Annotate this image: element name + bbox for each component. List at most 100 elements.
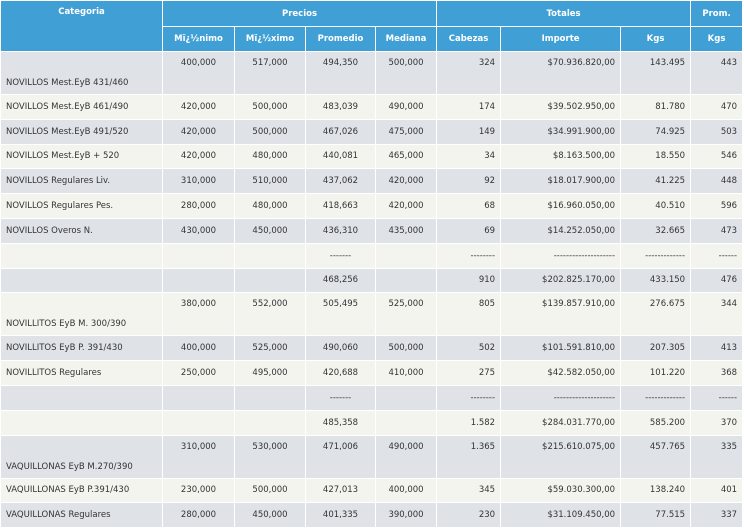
table-cell: 502 [436, 335, 502, 362]
table-cell: 467,026 [305, 118, 376, 145]
table-cell [374, 409, 438, 436]
table-cell: $202.825.170,00 [500, 267, 622, 294]
table-cell: 401,335 [305, 502, 376, 528]
table-cell [0, 384, 163, 411]
table-cell: 149 [436, 118, 502, 145]
table-cell: 465,000 [374, 143, 438, 170]
table-cell: 143.495 [620, 51, 692, 95]
table-cell: $8.163.500,00 [500, 143, 622, 170]
table-row: NOVILLOS Mest.EyB 461/490 420,000 500,000 4… [0, 94, 744, 120]
table-cell [234, 409, 306, 436]
table-cell: 450,000 [234, 502, 306, 528]
table-cell: ------- [305, 384, 376, 411]
table-cell: 310,000 [162, 434, 235, 479]
table-cell: NOVILLOS Regulares Liv. [0, 168, 163, 195]
table-cell [162, 267, 235, 294]
table-cell: 1.582 [436, 409, 502, 436]
table-cell: 420,000 [162, 94, 235, 120]
table-cell: 335 [690, 434, 744, 479]
table-cell: 448 [690, 168, 744, 195]
table-cell: 503 [690, 118, 744, 145]
table-row: ------- -------- -------------------- -----… [0, 242, 744, 269]
table-row: NOVILLOS Overos N. 430,000 450,000 436,310 4… [0, 217, 744, 244]
table-cell: 207.305 [620, 335, 692, 362]
table-row: NOVILLITOS EyB M. 300/390 380,000 552,000 5… [0, 292, 744, 337]
table-cell: 69 [436, 217, 502, 244]
table-cell: 436,310 [305, 217, 376, 244]
table-cell: 413 [690, 335, 744, 362]
table-cell: ------ [690, 242, 744, 269]
table-cell: 68 [436, 193, 502, 219]
table-cell: ------ [690, 384, 744, 411]
table-cell: 500,000 [234, 118, 306, 145]
table-cell: 443 [690, 51, 744, 95]
table-cell: 92 [436, 168, 502, 195]
header-cell: Precios [161, 0, 438, 27]
table-cell: 310,000 [162, 168, 235, 195]
table-cell: 34 [436, 143, 502, 170]
table-cell: 77.515 [620, 502, 692, 528]
table-row: NOVILLOS Mest.EyB + 520 420,000 480,000 440… [0, 143, 744, 170]
table-cell: 450,000 [234, 217, 306, 244]
table-cell: 483,039 [305, 94, 376, 120]
table-cell: ------------- [620, 384, 692, 411]
table-cell: -------------------- [500, 242, 622, 269]
table-cell: $42.582.050,00 [500, 360, 622, 386]
header-cell: Prom. [690, 0, 744, 27]
table-cell: 81.780 [620, 94, 692, 120]
table-cell: 505,495 [305, 292, 376, 337]
table-cell: 101.220 [620, 360, 692, 386]
table-cell: 475,000 [374, 118, 438, 145]
table-cell: 470 [690, 94, 744, 120]
table-cell: 500,000 [374, 51, 438, 95]
table-cell: 420,688 [305, 360, 376, 386]
table-cell: 596 [690, 193, 744, 219]
table-cell: 32.665 [620, 217, 692, 244]
header-cell: Totales [436, 0, 692, 27]
table-cell: 400,000 [162, 335, 235, 362]
table-cell: $139.857.910,00 [500, 292, 622, 337]
table-cell: 230,000 [162, 477, 235, 504]
table-cell: 525,000 [234, 335, 306, 362]
table-cell: -------- [436, 242, 502, 269]
table-cell: 500,000 [374, 335, 438, 362]
table-cell: 517,000 [234, 51, 306, 95]
header-row: Mï¿½nimo Mï¿½ximo Promedio Mediana Cabezas Im… [1, 26, 744, 52]
table-cell: 401 [690, 477, 744, 504]
table-cell: 546 [690, 143, 744, 170]
table-cell: NOVILLOS Regulares Pes. [0, 193, 163, 219]
table-cell: 370 [690, 409, 744, 436]
table-cell: -------- [436, 384, 502, 411]
header-cell: Kgs [690, 26, 744, 52]
table-cell [374, 242, 438, 269]
table-cell: $39.502.950,00 [500, 94, 622, 120]
header-cell: Mï¿½ximo [234, 26, 306, 52]
table-cell: ------------- [620, 242, 692, 269]
table-cell: NOVILLOS Mest.EyB 491/520 [0, 118, 163, 145]
table-cell: 324 [436, 51, 502, 95]
table-cell: NOVILLOS Overos N. [0, 217, 163, 244]
table-cell: $59.030.300,00 [500, 477, 622, 504]
table-cell [162, 242, 235, 269]
table-row: VAQUILLONAS EyB M.270/390 310,000 530,000 4… [0, 434, 744, 479]
table-cell: 400,000 [374, 477, 438, 504]
table-cell: 400,000 [162, 51, 235, 95]
table-cell: 418,663 [305, 193, 376, 219]
table-cell: 390,000 [374, 502, 438, 528]
table-cell [0, 409, 163, 436]
table-cell: NOVILLOS Mest.EyB 461/490 [0, 94, 163, 120]
table-cell: 437,062 [305, 168, 376, 195]
table-cell: 530,000 [234, 434, 306, 479]
table-cell: $18.017.900,00 [500, 168, 622, 195]
table-row: NOVILLOS Mest.EyB 431/460 400,000 517,000 4… [0, 51, 744, 95]
table-cell [234, 242, 306, 269]
header-cell: Mediana [374, 26, 438, 52]
table-cell: 420,000 [162, 143, 235, 170]
table-cell: 420,000 [374, 168, 438, 195]
table-cell: 468,256 [305, 267, 376, 294]
table-cell: $70.936.820,00 [500, 51, 622, 95]
table-row: NOVILLITOS Regulares 250,000 495,000 420,68… [0, 360, 744, 386]
table-cell: 495,000 [234, 360, 306, 386]
table-cell [234, 267, 306, 294]
table-cell: 585.200 [620, 409, 692, 436]
